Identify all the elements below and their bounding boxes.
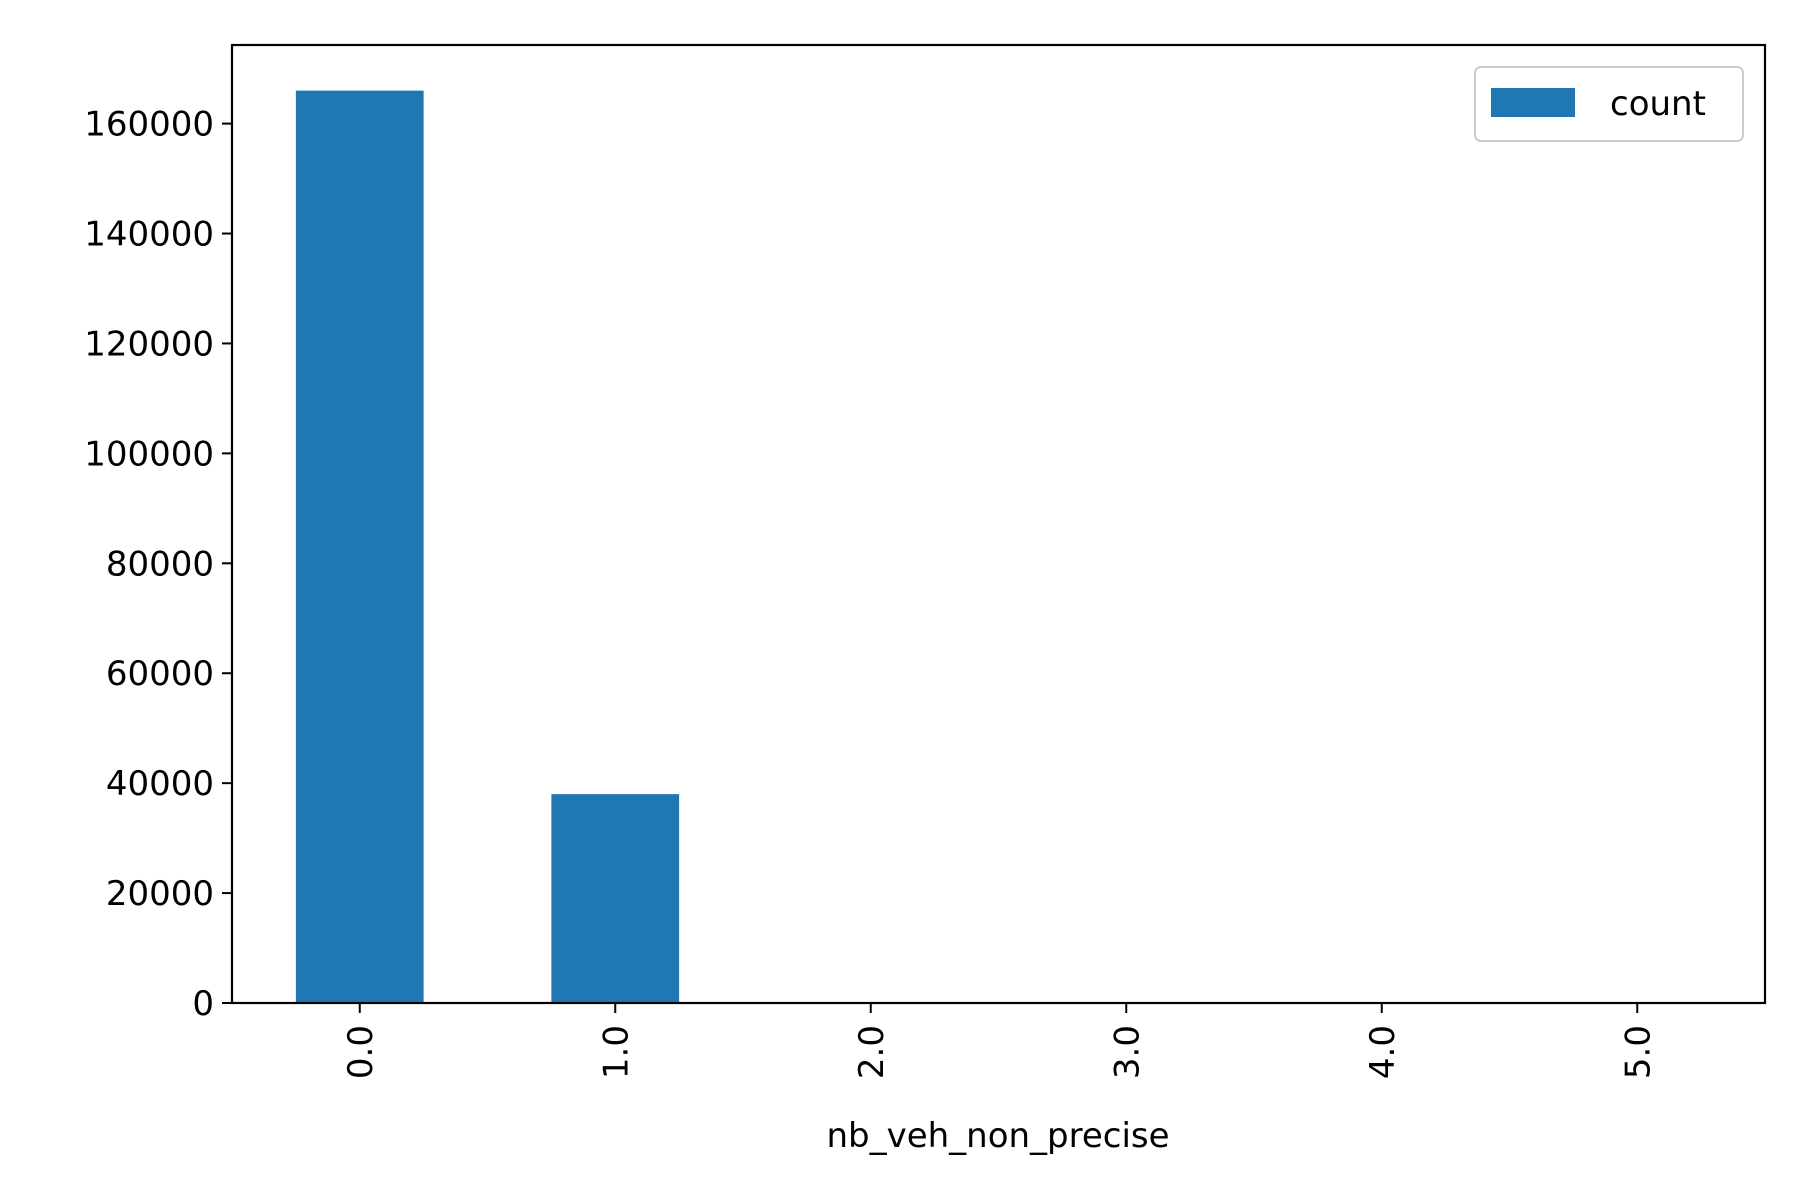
legend-box (1474, 66, 1744, 142)
x-tick-label: 2.0 (852, 1025, 892, 1079)
y-tick-label: 140000 (84, 215, 214, 255)
y-tick-label: 160000 (84, 105, 214, 145)
y-tick-label: 0 (192, 984, 214, 1024)
x-tick-label: 3.0 (1107, 1025, 1147, 1079)
y-tick-label: 100000 (84, 434, 214, 474)
bars-group (295, 90, 1702, 1004)
x-axis-label: nb_veh_non_precise (826, 1116, 1169, 1156)
legend-label-count: count (1610, 84, 1706, 124)
x-tick-label: 1.0 (596, 1025, 636, 1079)
y-tick-label: 20000 (106, 874, 214, 914)
bar-0.0 (295, 90, 424, 1004)
y-axis-ticks: 0 20000 40000 60000 80000 100000 120000 140000 1… (84, 105, 232, 1024)
legend-swatch (1491, 88, 1575, 117)
bar-1.0 (551, 794, 680, 1003)
x-tick-label: 0.0 (341, 1025, 381, 1079)
legend: count (1474, 66, 1744, 142)
plot-frame (230, 43, 1767, 1005)
y-tick-label: 80000 (106, 544, 214, 584)
x-tick-label: 5.0 (1618, 1025, 1658, 1079)
y-tick-label: 60000 (106, 654, 214, 694)
y-tick-label: 40000 (106, 764, 214, 804)
x-axis-ticks: 0.0 1.0 2.0 3.0 4.0 5.0 (341, 1003, 1658, 1079)
y-tick-label: 120000 (84, 324, 214, 364)
x-tick-label: 4.0 (1363, 1025, 1403, 1079)
